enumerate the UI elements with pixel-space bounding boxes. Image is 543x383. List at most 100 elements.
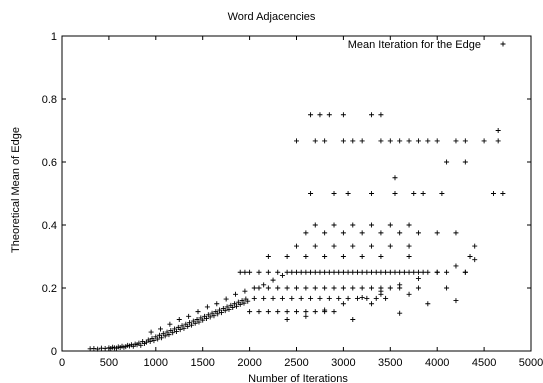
scatter-point — [331, 285, 337, 291]
scatter-point — [230, 305, 236, 311]
scatter-point — [233, 303, 239, 309]
scatter-point — [495, 128, 501, 133]
scatter-point — [350, 269, 356, 275]
scatter-point — [284, 309, 290, 315]
scatter-point — [369, 243, 375, 249]
scatter-point — [270, 295, 276, 301]
x-tick-label: 500 — [100, 357, 118, 369]
scatter-point — [303, 285, 309, 291]
scatter-point — [406, 269, 412, 275]
scatter-point — [401, 269, 407, 275]
scatter-point — [354, 295, 360, 301]
scatter-point — [397, 230, 403, 236]
scatter-point — [91, 345, 97, 351]
scatter-point — [387, 222, 393, 228]
scatter-point — [298, 295, 304, 301]
scatter-point — [284, 285, 290, 291]
scatter-point — [294, 269, 299, 275]
scatter-point — [359, 285, 365, 291]
scatter-point — [490, 191, 496, 196]
scatter-point — [359, 294, 365, 300]
x-axis-label: Number of Iterations — [248, 373, 348, 383]
scatter-point — [383, 295, 389, 301]
scatter-point — [359, 138, 365, 144]
scatter-point — [350, 317, 356, 322]
scatter-point — [326, 269, 332, 275]
scatter-point — [406, 243, 412, 249]
scatter-point — [350, 243, 356, 249]
scatter-point — [172, 326, 178, 332]
scatter-point — [425, 138, 431, 144]
scatter-point — [284, 317, 290, 322]
scatter-point — [444, 159, 450, 165]
scatter-point — [434, 269, 440, 275]
scatter-point — [425, 269, 431, 275]
scatter-point — [308, 112, 314, 118]
scatter-point — [472, 243, 478, 249]
scatter-point — [148, 329, 154, 335]
scatter-point — [406, 254, 412, 259]
scatter-point — [256, 309, 262, 315]
scatter-point — [378, 288, 384, 294]
scatter-point — [224, 304, 230, 310]
scatter-point — [308, 269, 314, 275]
scatter-point — [369, 222, 375, 228]
scatter-point — [340, 254, 346, 259]
scatter-point — [345, 191, 351, 196]
scatter-point — [434, 230, 440, 236]
scatter-point — [162, 333, 168, 339]
scatter-point — [378, 112, 384, 118]
scatter-point — [373, 295, 379, 301]
x-tick-label: 3500 — [378, 357, 402, 369]
x-tick-label: 1500 — [190, 357, 214, 369]
scatter-point — [397, 138, 403, 144]
scatter-point — [303, 309, 309, 315]
scatter-point — [308, 295, 314, 301]
scatter-point — [237, 301, 243, 307]
scatter-point — [317, 295, 323, 301]
scatter-point — [397, 269, 403, 275]
scatter-point — [340, 269, 346, 275]
x-tick-label: 2500 — [284, 357, 308, 369]
scatter-point — [326, 295, 332, 301]
scatter-point — [284, 269, 290, 275]
scatter-point — [265, 254, 271, 259]
scatter-point — [239, 298, 245, 304]
scatter-point — [217, 307, 223, 313]
scatter-point — [95, 346, 101, 352]
x-tick-label: 0 — [59, 357, 65, 369]
scatter-point — [170, 330, 176, 336]
scatter-point — [378, 230, 384, 236]
scatter-point — [241, 300, 247, 306]
scatter-point — [275, 309, 281, 315]
data-points — [87, 112, 506, 352]
scatter-point — [312, 222, 318, 228]
scatter-point — [331, 309, 337, 315]
scatter-point — [387, 269, 393, 275]
scatter-point — [411, 191, 417, 196]
scatter-point — [209, 310, 215, 316]
scatter-point — [157, 332, 163, 338]
scatter-point — [232, 301, 238, 307]
scatter-point — [336, 269, 342, 275]
scatter-point — [151, 338, 157, 344]
scatter-point — [434, 138, 440, 144]
scatter-point — [453, 298, 459, 304]
y-tick-label: 1 — [51, 31, 57, 43]
chart-title: Word Adjacencies — [228, 11, 316, 23]
scatter-point — [406, 291, 412, 297]
scatter-point — [187, 320, 193, 326]
scatter-point — [336, 295, 342, 301]
scatter-point — [226, 306, 232, 312]
scatter-point — [392, 175, 398, 181]
scatter-point — [369, 112, 375, 118]
scatter-point — [102, 345, 108, 351]
x-tick-label: 4500 — [472, 357, 496, 369]
scatter-point — [331, 243, 337, 249]
y-tick-label: 0.8 — [42, 94, 57, 106]
scatter-point — [462, 159, 468, 165]
scatter-point — [207, 314, 213, 320]
scatter-point — [383, 269, 389, 275]
scatter-point — [186, 313, 192, 319]
scatter-point — [303, 254, 309, 259]
